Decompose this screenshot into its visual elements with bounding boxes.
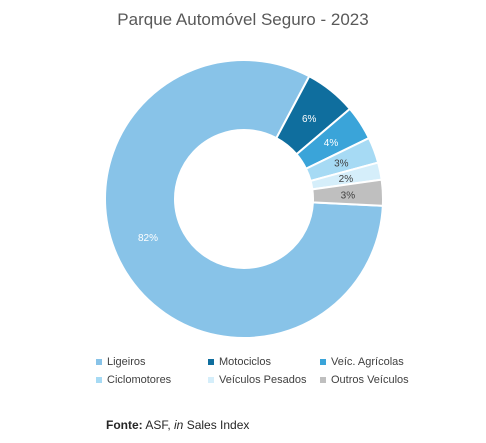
source-note: Fonte: ASF, in Sales Index bbox=[106, 418, 249, 432]
data-label-ligeiros: 82% bbox=[138, 233, 158, 244]
legend-item-ligeiros: Ligeiros bbox=[96, 356, 208, 368]
data-label-motociclos: 6% bbox=[302, 114, 317, 125]
data-label-outros-veiculos: 3% bbox=[341, 190, 356, 201]
slice-ligeiros bbox=[104, 59, 384, 339]
legend-label: Veículos Pesados bbox=[219, 374, 307, 386]
slice-outros-veiculos bbox=[311, 178, 384, 207]
legend-label: Outros Veículos bbox=[331, 374, 409, 386]
legend-label: Ligeiros bbox=[107, 356, 146, 368]
legend-label: Ciclomotores bbox=[107, 374, 172, 386]
legend-swatch bbox=[320, 359, 326, 365]
legend: Ligeiros Motociclos Veíc. Agrícolas Ciclomo… bbox=[96, 356, 426, 386]
legend-item-outros-veiculos: Outros Veículos bbox=[320, 374, 432, 386]
legend-label: Motociclos bbox=[219, 356, 271, 368]
chart-title: Parque Automóvel Seguro - 2023 bbox=[117, 10, 369, 29]
legend-item-veiculos-pesados: Veículos Pesados bbox=[208, 374, 320, 386]
legend-item-ciclomotores: Ciclomotores bbox=[96, 374, 208, 386]
source-rest: Sales Index bbox=[183, 418, 250, 432]
legend-item-motociclos: Motociclos bbox=[208, 356, 320, 368]
data-label-ciclomotores: 3% bbox=[334, 158, 349, 169]
legend-swatch bbox=[208, 377, 214, 383]
legend-swatch bbox=[208, 359, 214, 365]
source-text: ASF, bbox=[142, 418, 175, 432]
source-label: Fonte: bbox=[106, 418, 143, 432]
source-italic: in bbox=[174, 418, 184, 432]
legend-label: Veíc. Agrícolas bbox=[331, 356, 404, 368]
data-label-veiculos-pesados: 2% bbox=[339, 174, 354, 185]
legend-swatch bbox=[320, 377, 326, 383]
donut-chart: 82% 6% 4% 3% 2% 3% bbox=[104, 59, 384, 339]
legend-swatch bbox=[96, 377, 102, 383]
data-label-veic-agricolas: 4% bbox=[324, 138, 339, 149]
legend-swatch bbox=[96, 359, 102, 365]
legend-item-veic-agricolas: Veíc. Agrícolas bbox=[320, 356, 432, 368]
